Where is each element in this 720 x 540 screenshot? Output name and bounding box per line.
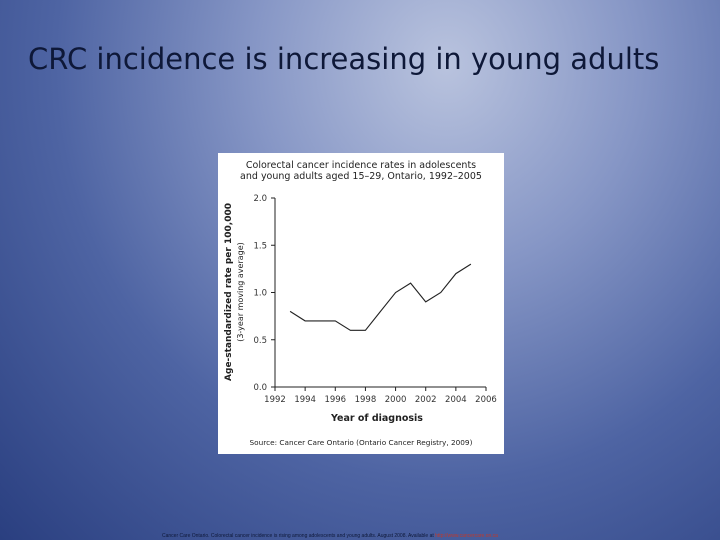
y-tick-label: 0.5 [253,336,267,346]
x-axis-label: Year of diagnosis [330,413,423,424]
line-chart: Colorectal cancer incidence rates in ado… [224,160,497,447]
footnote-text: Cancer Care Ontario. Colorectal cancer i… [162,533,434,539]
slide-title: CRC incidence is increasing in young adu… [28,42,660,76]
y-tick-label: 2.0 [253,194,267,204]
x-tick-label: 2000 [385,395,407,405]
y-axis-label: Age-standardized rate per 100,000 [224,203,234,381]
chart-title-line1: Colorectal cancer incidence rates in ado… [246,160,476,171]
chart-title-line2: and young adults aged 15–29, Ontario, 19… [240,171,482,182]
x-tick-label: 2006 [475,395,497,405]
y-tick-label: 0.0 [253,383,267,393]
y-tick-label: 1.0 [253,289,267,299]
y-axis-sublabel: (3-year moving average) [236,242,245,342]
x-tick-label: 1996 [324,395,346,405]
x-tick-label: 1994 [294,395,316,405]
footnote: Cancer Care Ontario. Colorectal cancer i… [162,533,720,540]
chart-figure: Colorectal cancer incidence rates in ado… [218,153,504,454]
series-line [289,263,472,331]
source-note: Source: Cancer Care Ontario (Ontario Can… [250,438,473,447]
x-tick-label: 1998 [355,395,377,405]
x-tick-label: 2004 [445,395,467,405]
plot-area: 0.0 0.5 1.0 1.5 2.0 1992 1994 1996 1998 2000 2002… [253,194,496,405]
y-tick-label: 1.5 [253,241,267,251]
footnote-link[interactable]: http://www.cancercare.on.ca [435,533,498,539]
x-tick-label: 2002 [415,395,437,405]
x-tick-label: 1992 [264,395,286,405]
